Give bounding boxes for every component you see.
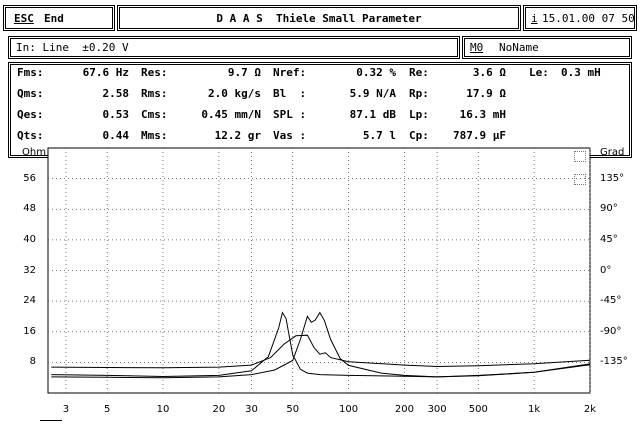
param-label: Bl :: [273, 87, 307, 100]
input-level-label: In: Line ±0.20 V: [16, 41, 129, 54]
param-value: 3.6 Ω: [472, 66, 506, 79]
esc-end-button[interactable]: ESC End: [3, 5, 115, 31]
x-tick-label: 5: [103, 404, 111, 415]
param-label: Re:: [409, 66, 429, 79]
x-tick-label: 2k: [583, 404, 597, 415]
y-right-tick-label: 45°: [600, 233, 618, 245]
param-value: 0.53: [102, 108, 130, 121]
param-label: Cms:: [141, 108, 168, 121]
param-value: 12.2 gr: [214, 129, 261, 142]
param-value: 0.44: [102, 129, 130, 142]
param-value: 787.9 µF: [453, 129, 506, 142]
param-value: 67.6 Hz: [82, 66, 129, 79]
x-tick-label: 300: [427, 404, 447, 415]
x-tick-label: 30: [245, 404, 258, 415]
y-left-tick-label: 16: [23, 325, 36, 337]
y-right-tick-label: -135°: [600, 356, 628, 368]
x-tick-label: 50: [286, 404, 300, 415]
scroll-up-button[interactable]: [574, 151, 586, 162]
y-right-tick-label: 0°: [600, 264, 612, 276]
param-label: Lp:: [409, 108, 429, 121]
param-value: 17.9 Ω: [466, 87, 506, 100]
param-label: Qts:: [17, 129, 44, 142]
param-value: 16.3 mH: [459, 108, 506, 121]
plot-frame: [47, 147, 591, 394]
y-right-tick-label: 135°: [600, 172, 625, 184]
param-label: Rp:: [409, 87, 429, 100]
y-right-axis-label: Grad: [600, 147, 625, 158]
y-left-tick-label: 40: [23, 233, 36, 245]
param-label: Vas :: [273, 129, 307, 142]
cursor-marker: [40, 420, 62, 421]
y-left-tick-label: 56: [23, 172, 36, 184]
param-value: 5.9 N/A: [349, 87, 396, 100]
y-right-tick-label: -90°: [600, 325, 622, 337]
param-label: Res:: [141, 66, 168, 79]
y-left-axis-label: Ohm: [22, 147, 46, 158]
y-left-tick-label: 48: [23, 203, 36, 215]
param-label: Cp:: [409, 129, 429, 142]
param-label: Rms:: [141, 87, 168, 100]
param-label: Fms:: [17, 66, 44, 79]
chart-svg: [47, 147, 591, 394]
memory-name-label: NoName: [499, 41, 539, 54]
y-right-tick-label: -45°: [600, 295, 622, 307]
param-value: 9.7 Ω: [227, 66, 261, 79]
param-value: 2.58: [102, 87, 130, 100]
param-value: 0.45 mm/N: [201, 108, 261, 121]
param-label: Le:: [529, 66, 549, 79]
scroll-down-button[interactable]: [574, 174, 586, 185]
series-line-3: [51, 334, 591, 369]
ts-parameter-panel: Fms: 67.6 Hz Res: 9.7 Ω Nref: 0.32 % Re: 3.6 Ω L…: [8, 62, 632, 158]
x-tick-label: 3: [62, 404, 70, 415]
param-value: 87.1 dB: [349, 108, 396, 121]
datetime-label: 15.01.00 07 50: [542, 12, 635, 25]
param-label: Mms:: [141, 129, 168, 142]
y-right-tick-label: 90°: [600, 203, 618, 215]
x-tick-label: 100: [339, 404, 359, 415]
x-tick-label: 1k: [528, 404, 541, 415]
memory-key-label: M0: [470, 41, 484, 54]
param-value: 5.7 l: [362, 129, 396, 142]
impedance-phase-chart: Ohm Grad 3 5 10 20 30 50 100 200 300 500 1k 2k 8 16 24…: [0, 140, 640, 431]
page-title: D A A S Thiele Small Parameter: [216, 12, 422, 25]
y-left-tick-label: 8: [29, 356, 36, 368]
param-label: Nref:: [273, 66, 307, 79]
param-label: Qms:: [17, 87, 44, 100]
input-level-box: In: Line ±0.20 V: [8, 36, 460, 59]
y-left-tick-label: 32: [23, 264, 36, 276]
x-tick-label: 200: [394, 404, 414, 415]
end-label: End: [44, 12, 64, 25]
x-tick-label: 20: [212, 404, 226, 415]
datetime-box[interactable]: i 15.01.00 07 50: [523, 5, 637, 31]
param-label: SPL :: [273, 108, 307, 121]
title-bar: D A A S Thiele Small Parameter: [117, 5, 521, 31]
param-value: 0.32 %: [356, 66, 396, 79]
param-value: 2.0 kg/s: [208, 87, 261, 100]
esc-key-label: ESC: [14, 12, 34, 25]
memory-box[interactable]: M0 NoName: [462, 36, 632, 59]
y-left-tick-label: 24: [23, 295, 36, 307]
info-key-label: i: [531, 12, 538, 25]
param-value: 0.3 mH: [561, 66, 601, 79]
param-label: Qes:: [17, 108, 44, 121]
x-tick-label: 10: [156, 404, 170, 415]
x-tick-label: 500: [468, 404, 488, 415]
series-line-2: [51, 311, 591, 379]
